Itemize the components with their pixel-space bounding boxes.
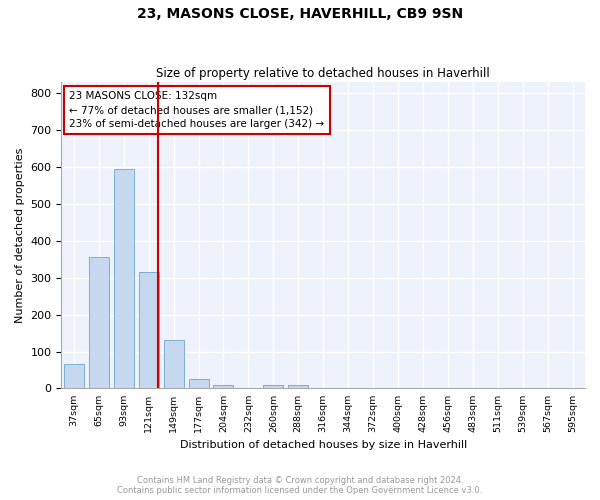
Bar — [64, 364, 84, 388]
Text: Contains HM Land Registry data © Crown copyright and database right 2024.
Contai: Contains HM Land Registry data © Crown c… — [118, 476, 482, 495]
X-axis label: Distribution of detached houses by size in Haverhill: Distribution of detached houses by size … — [179, 440, 467, 450]
Bar — [89, 258, 109, 388]
Y-axis label: Number of detached properties: Number of detached properties — [15, 148, 25, 323]
Text: 23, MASONS CLOSE, HAVERHILL, CB9 9SN: 23, MASONS CLOSE, HAVERHILL, CB9 9SN — [137, 8, 463, 22]
Bar — [263, 386, 283, 388]
Bar — [139, 272, 158, 388]
Bar — [214, 386, 233, 388]
Bar — [188, 379, 209, 388]
Bar — [288, 386, 308, 388]
Text: 23 MASONS CLOSE: 132sqm
← 77% of detached houses are smaller (1,152)
23% of semi: 23 MASONS CLOSE: 132sqm ← 77% of detache… — [69, 91, 325, 129]
Bar — [164, 340, 184, 388]
Title: Size of property relative to detached houses in Haverhill: Size of property relative to detached ho… — [157, 66, 490, 80]
Bar — [114, 169, 134, 388]
